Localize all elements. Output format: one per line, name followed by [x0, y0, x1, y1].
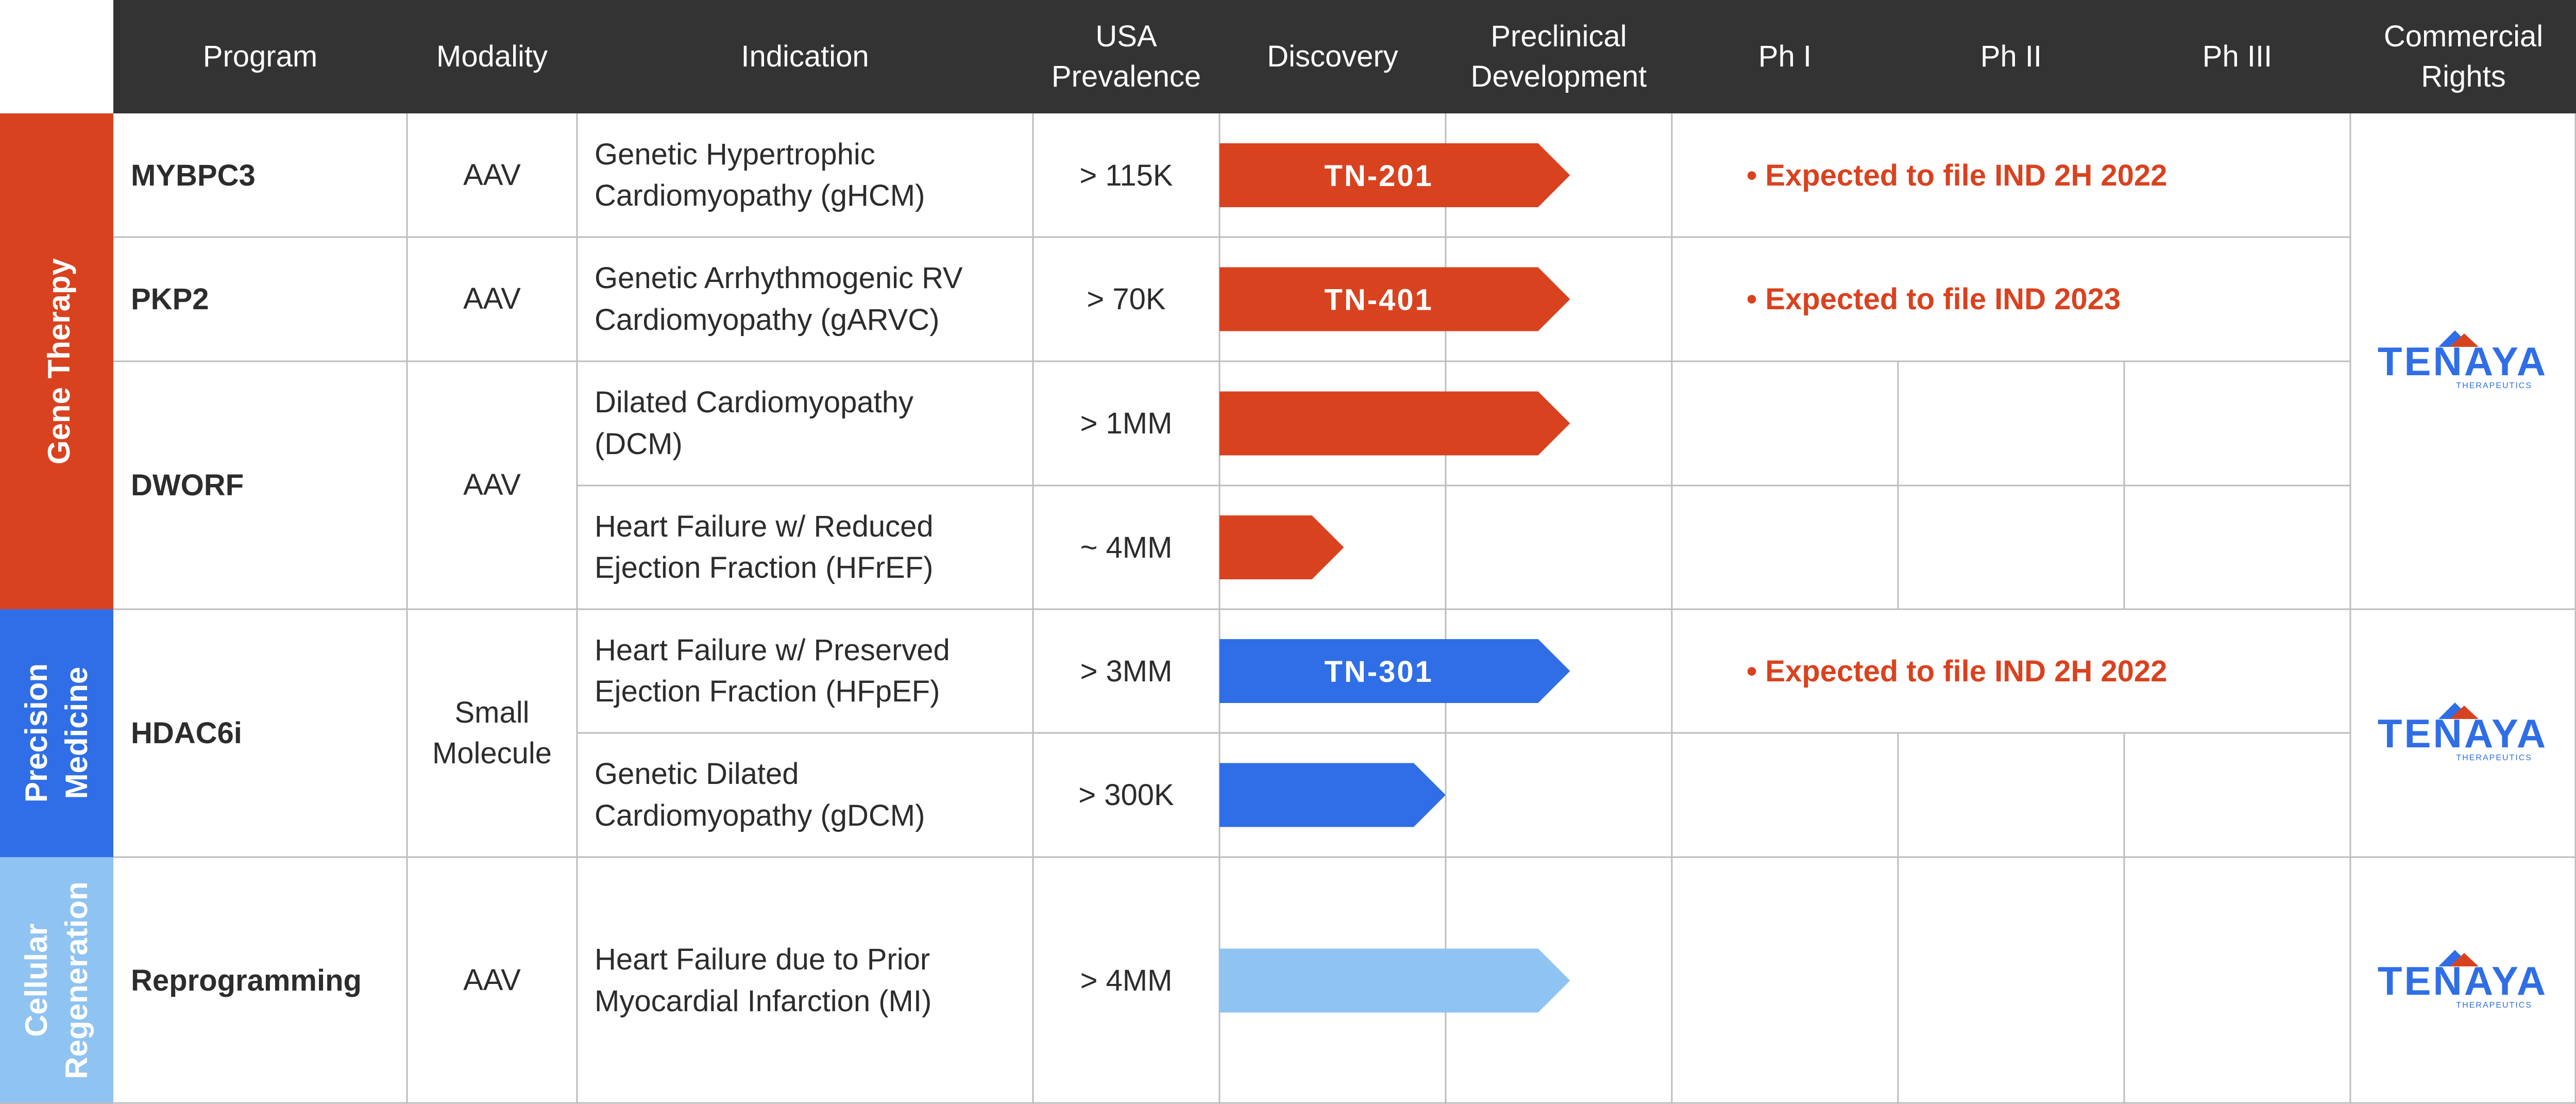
logo-peak-red [2450, 706, 2479, 719]
category-band-precision-medicine [0, 609, 113, 857]
candidate-label: TN-401 [1325, 283, 1433, 317]
header-commercial-line2: Rights [2421, 60, 2506, 93]
indication-cell: Heart Failure w/ Reduced Ejection Fractio… [577, 486, 1033, 609]
header-usa-prevalence-line2: Prevalence [1051, 60, 1201, 93]
pipeline-arrow [1219, 515, 1344, 579]
pipeline-arrow [1219, 143, 1570, 207]
indication-line: Myocardial Infarction (MI) [595, 984, 932, 1018]
modality-reprogramming: AAV [463, 963, 521, 997]
indication-cell: Genetic Hypertrophic Cardiomyopathy (gHCM… [577, 113, 1033, 237]
logo-wordmark: TENAYA [2378, 711, 2548, 756]
logo-subtext: THERAPEUTICS [2456, 754, 2532, 762]
header-commercial-rights: Commercial Rights [2350, 0, 2576, 113]
indication-line: Heart Failure due to Prior [595, 943, 930, 977]
pipeline-arrow [1219, 391, 1570, 456]
prevalence-cell: > 4MM [1080, 964, 1173, 997]
indication-line: Cardiomyopathy (gARVC) [595, 303, 940, 337]
category-cellular-regeneration: Cellular Regeneration [16, 881, 97, 1079]
logo-peak-red [2450, 333, 2479, 347]
header-program: Program [202, 39, 318, 73]
category-band-gene-therapy [0, 113, 113, 609]
program-dworf: DWORF [131, 469, 244, 502]
prevalence-cell: > 1MM [1080, 407, 1173, 440]
indication-cell: Genetic Dilated Cardiomyopathy (gDCM) [577, 733, 1033, 857]
prevalence-cell: ~ 4MM [1080, 530, 1173, 564]
logo-wordmark: TENAYA [2378, 958, 2548, 1003]
program-hdac6i: HDAC6i [131, 716, 242, 750]
header-commercial-line1: Commercial [2383, 19, 2544, 53]
indication-line: Ejection Fraction (HFpEF) [595, 675, 940, 708]
logo-peak-red [2450, 953, 2479, 966]
pipeline-arrow [1219, 639, 1570, 703]
indication-line: Genetic Hypertrophic [595, 137, 875, 171]
indication-cell: Heart Failure w/ Preserved Ejection Fract… [577, 609, 1033, 733]
prevalence-cell: > 3MM [1080, 654, 1173, 688]
header-usa-prevalence-line1: USA [1095, 19, 1157, 53]
modality-pkp2: AAV [463, 282, 521, 316]
indication-line: Heart Failure w/ Reduced [595, 509, 934, 543]
ind-filing-note: • Expected to file IND 2H 2022 [1747, 654, 2167, 688]
indication-line: Cardiomyopathy (gHCM) [595, 179, 925, 212]
category-precision-medicine-line1: Precision [19, 663, 54, 803]
pipeline-arrow [1219, 763, 1446, 827]
header-discovery: Discovery [1267, 39, 1398, 73]
modality-hdac6i: Small Molecule [407, 609, 577, 857]
header-preclinical-line1: Preclinical [1490, 19, 1627, 53]
header-modality: Modality [436, 39, 548, 73]
indication-line: Heart Failure w/ Preserved [595, 633, 950, 667]
candidate-label: TN-201 [1325, 159, 1433, 193]
header-preclinical-development: Preclinical Development [1446, 0, 1672, 113]
modality-dworf: AAV [463, 468, 521, 502]
header-usa-prevalence: USA Prevalence [1033, 0, 1219, 113]
modality-mybpc3: AAV [463, 158, 521, 192]
pipeline-arrow [1219, 948, 1570, 1013]
category-band-cellular-regeneration [0, 857, 113, 1104]
program-pkp2: PKP2 [131, 282, 209, 316]
prevalence-cell: > 300K [1078, 778, 1174, 812]
indication-line: Genetic Dilated [595, 757, 799, 791]
program-mybpc3: MYBPC3 [131, 158, 256, 192]
header-ph3: Ph III [2202, 39, 2273, 73]
indication-cell: Heart Failure due to Prior Myocardial Inf… [577, 857, 1033, 1104]
indication-line: Cardiomyopathy (gDCM) [595, 798, 925, 832]
header-preclinical-line2: Development [1470, 60, 1647, 93]
indication-line: Genetic Arrhythmogenic RV [595, 261, 963, 295]
pipeline-arrow [1219, 267, 1570, 331]
modality-hdac6i-line2: Molecule [432, 736, 552, 770]
prevalence-cell: > 70K [1087, 282, 1166, 316]
category-cellular-regeneration-line2: Regeneration [59, 881, 94, 1079]
modality-hdac6i-line1: Small [454, 696, 530, 730]
indication-cell: Genetic Arrhythmogenic RV Cardiomyopathy … [577, 237, 1033, 361]
indication-line: Ejection Fraction (HFrEF) [595, 551, 934, 584]
logo-subtext: THERAPEUTICS [2456, 1001, 2532, 1010]
header-indication: Indication [741, 39, 869, 73]
ind-filing-note: • Expected to file IND 2H 2022 [1747, 158, 2167, 192]
category-gene-therapy: Gene Therapy [42, 258, 76, 465]
header-ph2: Ph II [1980, 39, 2042, 73]
category-cellular-regeneration-line1: Cellular [19, 923, 54, 1038]
indication-cell: Dilated Cardiomyopathy (DCM) [577, 361, 1033, 486]
header-ph1: Ph I [1758, 39, 1812, 73]
program-reprogramming: Reprogramming [131, 964, 362, 997]
header-band [113, 0, 2576, 113]
prevalence-cell: > 115K [1079, 158, 1173, 192]
candidate-label: TN-301 [1325, 655, 1433, 689]
ind-filing-note: • Expected to file IND 2023 [1747, 282, 2121, 316]
category-precision-medicine-line2: Medicine [59, 666, 94, 799]
logo-subtext: THERAPEUTICS [2456, 381, 2532, 390]
category-precision-medicine: Precision Medicine [16, 663, 97, 802]
indication-line: Dilated Cardiomyopathy [595, 386, 913, 420]
indication-line: (DCM) [595, 427, 683, 461]
logo-wordmark: TENAYA [2378, 339, 2548, 384]
